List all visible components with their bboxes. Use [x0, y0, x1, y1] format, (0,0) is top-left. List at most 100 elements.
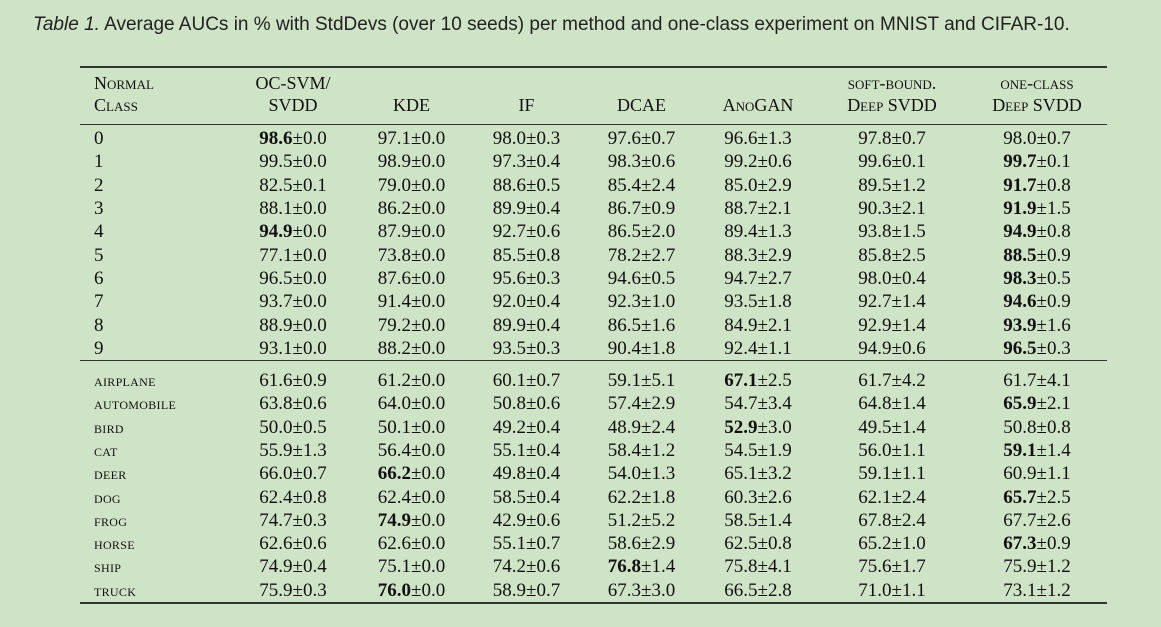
auc-cell: 79.2±0.0: [354, 313, 469, 336]
table-row: deer 66.0±0.7 66.2±0.0 49.8±0.4 54.0±1.3 65.1…: [80, 462, 1107, 485]
auc-cell: 59.1±5.1: [584, 360, 699, 392]
auc-cell: 77.1±0.0: [232, 243, 354, 266]
auc-stddev: ±0.8: [757, 533, 792, 555]
auc-cell: 59.1±1.4: [967, 439, 1107, 462]
auc-mean: 94.9: [259, 221, 293, 243]
auc-mean: 94.6: [607, 267, 642, 289]
header-normal-class: Normal Class: [94, 73, 154, 115]
auc-stddev: ±0.0: [292, 151, 327, 173]
auc-mean: 58.4: [607, 440, 642, 461]
auc-mean: 67.1: [724, 370, 758, 392]
auc-mean: 67.7: [1003, 509, 1037, 531]
auc-cell: 63.8±0.6: [232, 392, 354, 415]
table-row: 0 98.6±0.0 97.1±0.0 98.0±0.3 97.6±0.7 96.6±1.…: [80, 125, 1107, 151]
auc-mean: 60.3: [724, 486, 758, 508]
auc-mean: 55.9: [259, 440, 293, 461]
auc-cell: 73.1±1.2: [967, 579, 1107, 603]
auc-cell: 92.9±1.4: [817, 313, 967, 336]
table-row: 8 88.9±0.0 79.2±0.0 89.9±0.4 86.5±1.6 84.9±2.…: [80, 313, 1107, 336]
table-row: 4 94.9±0.0 87.9±0.0 92.7±0.6 86.5±2.0 89.4±1.…: [80, 220, 1107, 243]
auc-stddev: ±0.0: [411, 267, 446, 289]
auc-mean: 88.9: [259, 314, 293, 336]
auc-mean: 58.5: [724, 509, 758, 531]
auc-mean: 87.6: [377, 267, 412, 289]
auc-stddev: ±0.8: [526, 244, 561, 266]
auc-stddev: ±1.0: [641, 291, 676, 313]
auc-mean: 88.2: [377, 337, 412, 359]
auc-mean: 61.7: [1003, 370, 1037, 392]
auc-cell: 88.6±0.5: [469, 174, 584, 197]
auc-stddev: ±1.3: [757, 128, 792, 150]
auc-cell: 59.1±1.1: [817, 462, 967, 485]
table-row: 3 88.1±0.0 86.2±0.0 89.9±0.4 86.7±0.9 88.7±2.…: [80, 197, 1107, 220]
auc-stddev: ±2.6: [757, 486, 792, 508]
auc-mean: 62.6: [259, 533, 293, 555]
auc-cell: 98.0±0.3: [469, 125, 584, 151]
auc-stddev: ±2.5: [1036, 486, 1071, 508]
auc-mean: 62.4: [259, 486, 293, 508]
auc-stddev: ±0.8: [1036, 221, 1071, 243]
auc-cell: 85.4±2.4: [584, 174, 699, 197]
auc-stddev: ±1.2: [641, 440, 676, 461]
class-label: 3: [94, 198, 104, 220]
auc-cell: 60.3±2.6: [699, 485, 817, 508]
auc-stddev: ±0.7: [292, 463, 327, 485]
auc-stddev: ±2.1: [1036, 393, 1071, 415]
auc-mean: 93.5: [492, 337, 527, 359]
auc-stddev: ±0.9: [641, 198, 676, 220]
auc-mean: 93.7: [259, 291, 293, 313]
auc-stddev: ±0.4: [526, 416, 561, 438]
auc-cell: 84.9±2.1: [699, 313, 817, 336]
auc-cell: 99.6±0.1: [817, 150, 967, 173]
auc-mean: 89.9: [492, 198, 527, 220]
auc-stddev: ±1.4: [757, 509, 792, 531]
auc-stddev: ±1.4: [891, 393, 926, 415]
class-label: ship: [94, 557, 122, 577]
auc-cell: 79.0±0.0: [354, 174, 469, 197]
auc-mean: 92.7: [492, 221, 527, 243]
auc-stddev: ±0.0: [292, 267, 327, 289]
auc-stddev: ±0.0: [411, 128, 446, 150]
auc-mean: 54.5: [724, 440, 758, 461]
auc-stddev: ±0.6: [292, 393, 327, 415]
auc-cell: 54.7±3.4: [699, 392, 817, 415]
table-row: 7 93.7±0.0 91.4±0.0 92.0±0.4 92.3±1.0 93.5±1.…: [80, 290, 1107, 313]
auc-cell: 89.4±1.3: [699, 220, 817, 243]
auc-mean: 75.8: [724, 556, 758, 578]
auc-cell: 74.9±0.4: [232, 555, 354, 578]
auc-cell: 88.1±0.0: [232, 197, 354, 220]
auc-cell: 73.8±0.0: [354, 243, 469, 266]
auc-mean: 60.9: [1003, 463, 1037, 485]
auc-cell: 75.9±0.3: [232, 579, 354, 603]
auc-cell: 48.9±2.4: [584, 416, 699, 439]
auc-stddev: ±0.7: [891, 128, 926, 150]
auc-stddev: ±5.2: [641, 509, 676, 531]
auc-mean: 75.1: [377, 556, 412, 578]
auc-stddev: ±3.4: [757, 393, 792, 415]
auc-mean: 86.7: [607, 198, 642, 220]
table-row: dog 62.4±0.8 62.4±0.0 58.5±0.4 62.2±1.8 60.3±…: [80, 485, 1107, 508]
auc-cell: 91.4±0.0: [354, 290, 469, 313]
auc-cell: 62.1±2.4: [817, 485, 967, 508]
auc-stddev: ±0.0: [411, 463, 446, 485]
auc-mean: 86.5: [607, 221, 642, 243]
auc-cell: 93.1±0.0: [232, 337, 354, 361]
auc-cell: 61.7±4.1: [967, 360, 1107, 392]
auc-mean: 66.2: [377, 463, 412, 485]
table-row: 9 93.1±0.0 88.2±0.0 93.5±0.3 90.4±1.8 92.4±1.…: [80, 337, 1107, 361]
auc-mean: 84.9: [724, 314, 758, 336]
table-row: horse 62.6±0.6 62.6±0.0 55.1±0.7 58.6±2.9 62.…: [80, 532, 1107, 555]
auc-stddev: ±1.5: [1036, 198, 1071, 220]
auc-cell: 87.6±0.0: [354, 267, 469, 290]
auc-stddev: ±0.6: [526, 509, 561, 531]
auc-cell: 95.6±0.3: [469, 267, 584, 290]
auc-mean: 92.0: [492, 291, 527, 313]
table-row: bird 50.0±0.5 50.1±0.0 49.2±0.4 48.9±2.4 52.9…: [80, 416, 1107, 439]
auc-mean: 48.9: [607, 416, 642, 438]
auc-stddev: ±0.6: [526, 556, 561, 578]
auc-mean: 82.5: [259, 174, 293, 196]
auc-cell: 92.4±1.1: [699, 337, 817, 361]
auc-cell: 94.6±0.9: [967, 290, 1107, 313]
auc-stddev: ±0.0: [411, 416, 446, 438]
auc-mean: 75.9: [1003, 556, 1037, 578]
